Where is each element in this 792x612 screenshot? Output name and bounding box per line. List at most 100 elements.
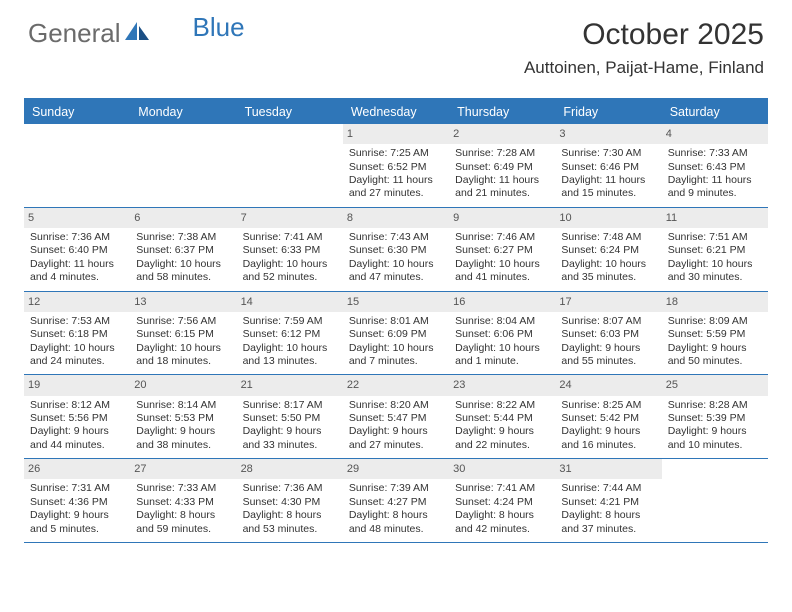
calendar-cell: 4Sunrise: 7:33 AMSunset: 6:43 PMDaylight… xyxy=(662,124,768,207)
day-header: Thursday xyxy=(449,100,555,124)
cell-sunrise: Sunrise: 8:01 AM xyxy=(349,315,443,328)
cell-daylight1: Daylight: 8 hours xyxy=(349,509,443,522)
cell-daylight1: Daylight: 9 hours xyxy=(243,425,337,438)
cell-daylight2: and 59 minutes. xyxy=(136,523,230,536)
cell-daylight1: Daylight: 11 hours xyxy=(349,174,443,187)
cell-sunset: Sunset: 4:24 PM xyxy=(455,496,549,509)
day-number: 24 xyxy=(555,375,661,395)
calendar-cell: 6Sunrise: 7:38 AMSunset: 6:37 PMDaylight… xyxy=(130,208,236,291)
cell-daylight2: and 41 minutes. xyxy=(455,271,549,284)
cell-daylight2: and 50 minutes. xyxy=(668,355,762,368)
cell-sunrise: Sunrise: 7:48 AM xyxy=(561,231,655,244)
calendar-cell: 1Sunrise: 7:25 AMSunset: 6:52 PMDaylight… xyxy=(343,124,449,207)
cell-sunrise: Sunrise: 7:46 AM xyxy=(455,231,549,244)
day-number: 23 xyxy=(449,375,555,395)
cell-sunrise: Sunrise: 7:44 AM xyxy=(561,482,655,495)
cell-daylight2: and 42 minutes. xyxy=(455,523,549,536)
day-header: Wednesday xyxy=(343,100,449,124)
cell-daylight1: Daylight: 9 hours xyxy=(668,342,762,355)
cell-sunrise: Sunrise: 7:41 AM xyxy=(243,231,337,244)
cell-sunrise: Sunrise: 8:17 AM xyxy=(243,399,337,412)
cell-daylight1: Daylight: 9 hours xyxy=(455,425,549,438)
calendar-cell: 18Sunrise: 8:09 AMSunset: 5:59 PMDayligh… xyxy=(662,292,768,375)
cell-daylight1: Daylight: 10 hours xyxy=(349,258,443,271)
cell-sunset: Sunset: 6:33 PM xyxy=(243,244,337,257)
calendar-cell: 5Sunrise: 7:36 AMSunset: 6:40 PMDaylight… xyxy=(24,208,130,291)
calendar-week: 26Sunrise: 7:31 AMSunset: 4:36 PMDayligh… xyxy=(24,459,768,543)
cell-daylight2: and 58 minutes. xyxy=(136,271,230,284)
day-number: 21 xyxy=(237,375,343,395)
calendar-cell: 19Sunrise: 8:12 AMSunset: 5:56 PMDayligh… xyxy=(24,375,130,458)
cell-sunrise: Sunrise: 7:59 AM xyxy=(243,315,337,328)
cell-daylight1: Daylight: 8 hours xyxy=(561,509,655,522)
day-header: Tuesday xyxy=(237,100,343,124)
cell-daylight1: Daylight: 9 hours xyxy=(561,342,655,355)
day-number: 19 xyxy=(24,375,130,395)
calendar-cell: 21Sunrise: 8:17 AMSunset: 5:50 PMDayligh… xyxy=(237,375,343,458)
day-number: 29 xyxy=(343,459,449,479)
cell-sunset: Sunset: 5:44 PM xyxy=(455,412,549,425)
cell-sunrise: Sunrise: 7:53 AM xyxy=(30,315,124,328)
cell-sunrise: Sunrise: 7:38 AM xyxy=(136,231,230,244)
day-number: 2 xyxy=(449,124,555,144)
cell-daylight1: Daylight: 11 hours xyxy=(30,258,124,271)
cell-sunrise: Sunrise: 7:36 AM xyxy=(30,231,124,244)
cell-daylight2: and 24 minutes. xyxy=(30,355,124,368)
cell-daylight1: Daylight: 10 hours xyxy=(136,258,230,271)
cell-sunrise: Sunrise: 8:14 AM xyxy=(136,399,230,412)
calendar-cell: 24Sunrise: 8:25 AMSunset: 5:42 PMDayligh… xyxy=(555,375,661,458)
cell-daylight2: and 16 minutes. xyxy=(561,439,655,452)
cell-sunrise: Sunrise: 7:51 AM xyxy=(668,231,762,244)
calendar-cell: 9Sunrise: 7:46 AMSunset: 6:27 PMDaylight… xyxy=(449,208,555,291)
cell-sunrise: Sunrise: 7:30 AM xyxy=(561,147,655,160)
cell-sunrise: Sunrise: 7:33 AM xyxy=(136,482,230,495)
calendar-cell: 22Sunrise: 8:20 AMSunset: 5:47 PMDayligh… xyxy=(343,375,449,458)
cell-daylight1: Daylight: 8 hours xyxy=(243,509,337,522)
day-number: 28 xyxy=(237,459,343,479)
cell-daylight1: Daylight: 10 hours xyxy=(243,342,337,355)
cell-sunset: Sunset: 6:15 PM xyxy=(136,328,230,341)
calendar-cell: 17Sunrise: 8:07 AMSunset: 6:03 PMDayligh… xyxy=(555,292,661,375)
day-number: 11 xyxy=(662,208,768,228)
calendar-cell: 29Sunrise: 7:39 AMSunset: 4:27 PMDayligh… xyxy=(343,459,449,542)
cell-sunset: Sunset: 6:09 PM xyxy=(349,328,443,341)
calendar-cell-empty xyxy=(24,124,130,207)
cell-sunrise: Sunrise: 7:41 AM xyxy=(455,482,549,495)
cell-daylight2: and 55 minutes. xyxy=(561,355,655,368)
cell-daylight1: Daylight: 10 hours xyxy=(455,342,549,355)
cell-sunset: Sunset: 6:52 PM xyxy=(349,161,443,174)
calendar-week: 5Sunrise: 7:36 AMSunset: 6:40 PMDaylight… xyxy=(24,208,768,292)
day-number: 3 xyxy=(555,124,661,144)
cell-daylight1: Daylight: 10 hours xyxy=(136,342,230,355)
calendar-cell: 28Sunrise: 7:36 AMSunset: 4:30 PMDayligh… xyxy=(237,459,343,542)
day-header: Saturday xyxy=(662,100,768,124)
day-header: Friday xyxy=(555,100,661,124)
calendar-cell: 12Sunrise: 7:53 AMSunset: 6:18 PMDayligh… xyxy=(24,292,130,375)
cell-sunset: Sunset: 4:30 PM xyxy=(243,496,337,509)
cell-sunset: Sunset: 5:39 PM xyxy=(668,412,762,425)
cell-sunrise: Sunrise: 8:20 AM xyxy=(349,399,443,412)
day-header: Sunday xyxy=(24,100,130,124)
day-number: 5 xyxy=(24,208,130,228)
cell-sunset: Sunset: 4:33 PM xyxy=(136,496,230,509)
day-number: 7 xyxy=(237,208,343,228)
cell-daylight1: Daylight: 9 hours xyxy=(349,425,443,438)
calendar-cell-empty xyxy=(662,459,768,542)
cell-sunrise: Sunrise: 7:25 AM xyxy=(349,147,443,160)
calendar-cell: 11Sunrise: 7:51 AMSunset: 6:21 PMDayligh… xyxy=(662,208,768,291)
cell-sunrise: Sunrise: 8:04 AM xyxy=(455,315,549,328)
day-number: 20 xyxy=(130,375,236,395)
cell-daylight2: and 27 minutes. xyxy=(349,187,443,200)
cell-sunset: Sunset: 5:47 PM xyxy=(349,412,443,425)
cell-daylight2: and 10 minutes. xyxy=(668,439,762,452)
day-number: 27 xyxy=(130,459,236,479)
cell-daylight1: Daylight: 8 hours xyxy=(455,509,549,522)
calendar: Sunday Monday Tuesday Wednesday Thursday… xyxy=(24,98,768,543)
day-number: 17 xyxy=(555,292,661,312)
cell-daylight1: Daylight: 9 hours xyxy=(561,425,655,438)
cell-sunset: Sunset: 5:42 PM xyxy=(561,412,655,425)
calendar-cell: 3Sunrise: 7:30 AMSunset: 6:46 PMDaylight… xyxy=(555,124,661,207)
cell-daylight1: Daylight: 11 hours xyxy=(561,174,655,187)
day-number: 9 xyxy=(449,208,555,228)
cell-daylight1: Daylight: 11 hours xyxy=(668,174,762,187)
